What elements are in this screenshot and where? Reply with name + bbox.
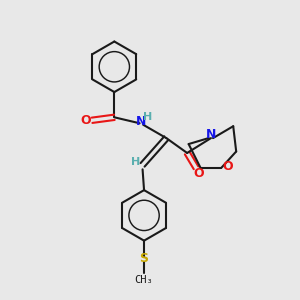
Text: O: O [194, 167, 204, 180]
Text: CH₃: CH₃ [135, 275, 153, 285]
Text: H: H [143, 112, 152, 122]
Text: O: O [80, 114, 91, 127]
Text: N: N [206, 128, 216, 141]
Text: S: S [140, 252, 148, 265]
Text: H: H [131, 158, 141, 167]
Text: O: O [222, 160, 232, 173]
Text: N: N [136, 115, 146, 128]
